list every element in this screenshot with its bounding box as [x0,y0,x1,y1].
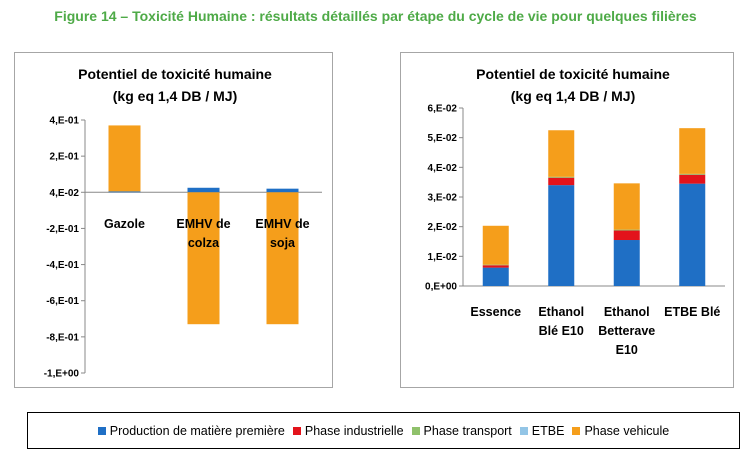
chart-title: Potentiel de toxicité humaine [78,66,272,82]
bar-segment [548,177,575,186]
y-tick-label: 2,E-02 [428,222,458,233]
x-category-label: Ethanol [538,305,584,319]
y-tick-label: 4,E-02 [50,188,80,199]
x-category-label: E10 [616,343,638,357]
legend-swatch [292,426,301,435]
y-tick-label: -1,E+00 [44,369,80,380]
legend-item: Phase transport [411,423,512,438]
y-tick-label: 4,E-01 [50,116,80,127]
y-tick-label: -8,E-01 [46,332,79,343]
y-tick-label: -2,E-01 [46,224,79,235]
x-category-label: EMHV de [176,217,230,231]
chart-subtitle: (kg eq 1,4 DB / MJ) [511,88,635,104]
x-category-label: Betterave [598,324,655,338]
chart-right-plot: Potentiel de toxicité humaine (kg eq 1,4 … [425,66,725,357]
bar-segment [613,240,640,286]
bar-segment [482,225,509,265]
y-tick-label: 6,E-02 [428,104,458,115]
x-category-label: Essence [470,305,521,319]
bar-segment [679,183,706,286]
x-category-label: colza [188,236,220,250]
x-category-label: Ethanol [604,305,650,319]
legend-swatch [519,426,528,435]
chart-left-plot: Potentiel de toxicité humaine (kg eq 1,4 … [44,66,322,380]
bar-segment [482,267,509,286]
legend-item: ETBE [519,423,565,438]
bar-segment [548,185,575,286]
y-tick-label: 0,E+00 [425,282,457,293]
y-tick-label: 2,E-01 [50,152,80,163]
bar-segment [108,191,141,193]
legend-swatch [411,426,420,435]
y-tick-label: -6,E-01 [46,296,79,307]
bar-segment [482,265,509,268]
bar-segment [613,230,640,241]
bar-segment [548,130,575,177]
bar-segment [613,183,640,230]
x-category-label: EMHV de [255,217,309,231]
y-tick-label: 4,E-02 [428,163,458,174]
chart-right: Potentiel de toxicité humaine (kg eq 1,4 … [400,52,734,388]
figure-title: Figure 14 – Toxicité Humaine : résultats… [54,8,697,24]
bar-segment [266,192,299,325]
x-category-label: Gazole [104,217,145,231]
chart-left: Potentiel de toxicité humaine (kg eq 1,4 … [14,52,333,388]
bar-segment [679,128,706,174]
bar-segment [613,229,640,231]
legend: Production de matière première Phase indu… [27,412,740,449]
chart-subtitle: (kg eq 1,4 DB / MJ) [113,88,237,104]
bar-segment [548,176,575,178]
legend-item: Phase vehicule [572,424,669,438]
legend-swatch [97,426,106,435]
legend-label: Production de matière première [109,423,285,438]
bar-segment [679,173,706,175]
y-tick-label: 5,E-02 [428,133,458,144]
x-category-label: Blé E10 [539,324,584,338]
legend-swatch [572,426,581,435]
x-category-label: ETBE Blé [664,305,720,319]
x-category-label: soja [270,236,296,250]
legend-item: Phase industrielle [292,423,404,438]
bar-segment [108,125,141,192]
y-tick-label: -4,E-01 [46,260,79,271]
bar-segment [482,264,509,266]
y-tick-label: 1,E-02 [428,252,458,263]
bar-segment [187,192,220,325]
legend-item: Production de matière première [97,423,285,438]
legend-label: Phase transport [423,423,512,438]
legend-label: Phase industrielle [304,423,404,438]
legend-label: Phase vehicule [584,423,670,438]
chart-title: Potentiel de toxicité humaine [476,66,670,82]
bar-segment [679,174,706,184]
legend-label: ETBE [531,423,565,438]
y-tick-label: 3,E-02 [428,193,458,204]
bar-segment [187,187,220,193]
bar-segment [266,188,299,193]
